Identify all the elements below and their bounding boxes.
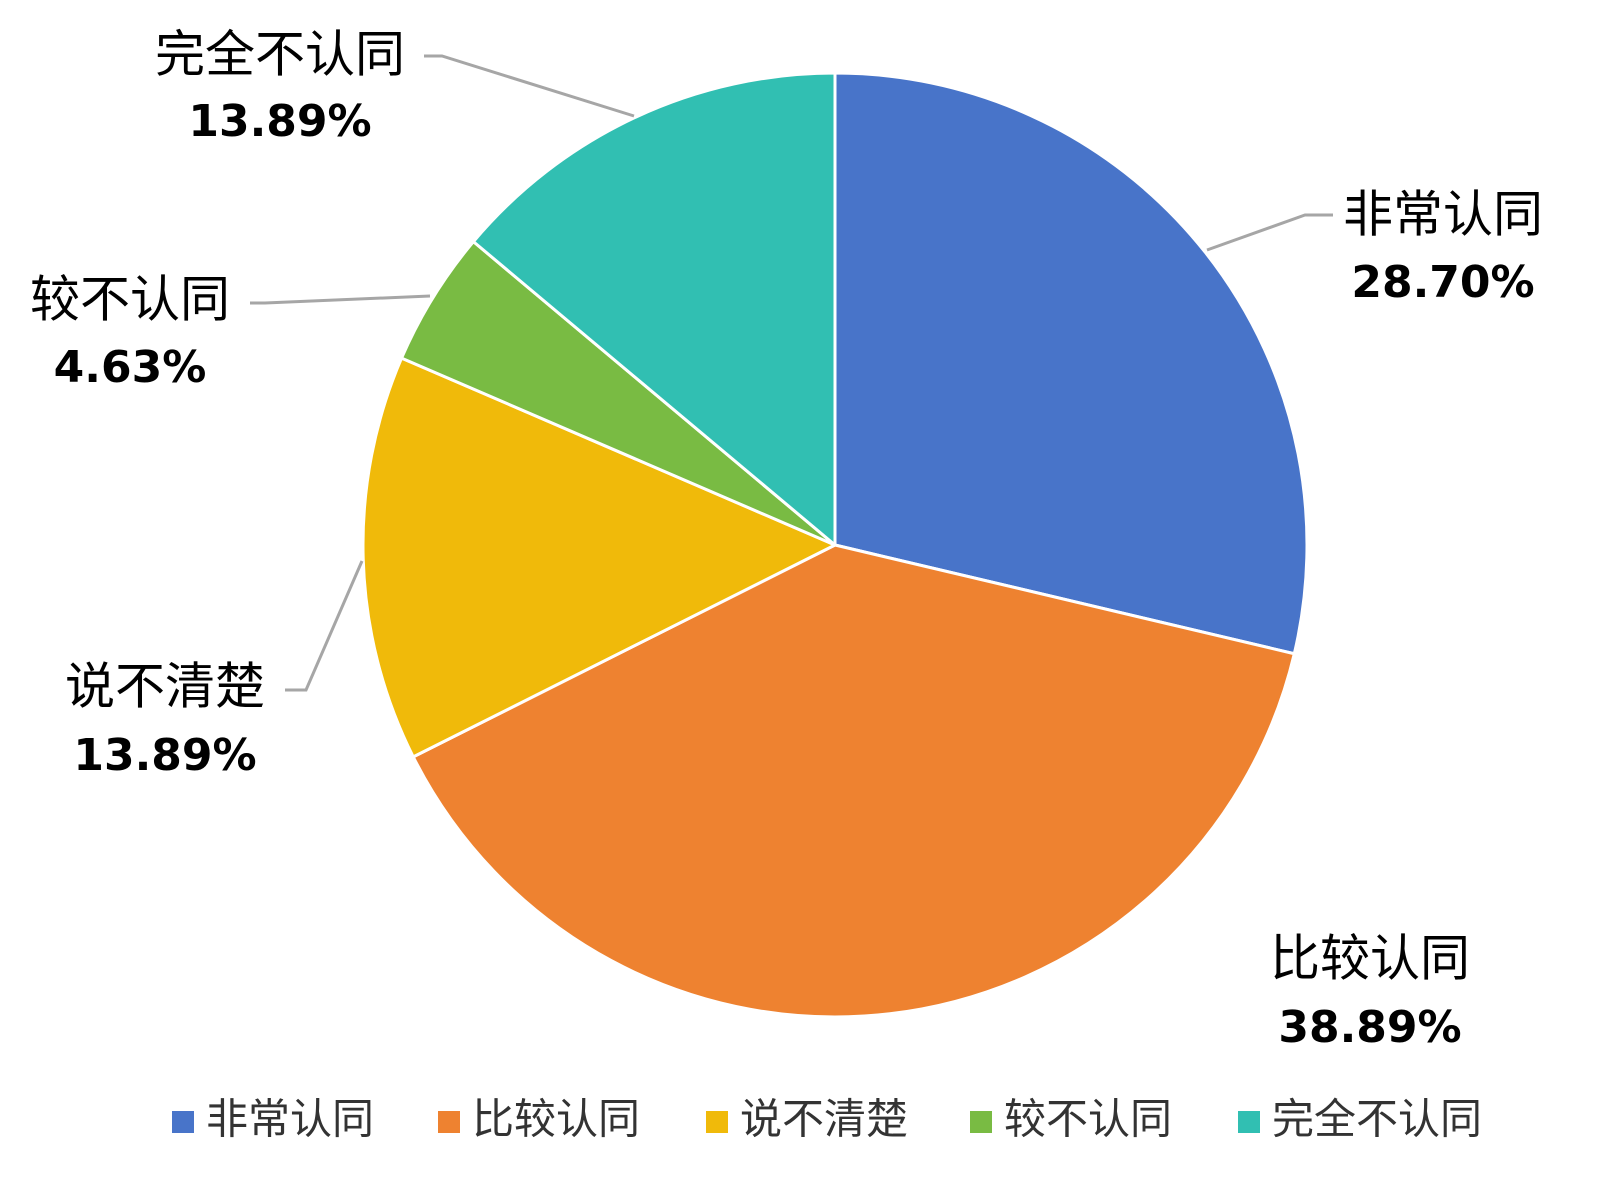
- legend-item: 比较认同: [438, 1095, 640, 1144]
- legend: 非常认同 比较认同 说不清楚 较不认同 完全不认同: [172, 1095, 1482, 1144]
- legend-swatch: [706, 1111, 728, 1133]
- legend-swatch: [970, 1111, 992, 1133]
- legend-label: 较不认同: [1004, 1095, 1172, 1144]
- data-labels: 非常认同 28.70% 比较认同 38.89% 说不清楚 13.89% 较不认同 4.63% 完…: [30, 26, 1543, 1054]
- pie-slice: [361, 356, 837, 759]
- legend-label: 完全不认同: [1272, 1095, 1482, 1144]
- pie-slice: [833, 71, 1309, 656]
- data-label-value: 38.89%: [1278, 1002, 1461, 1053]
- legend-swatch: [1238, 1111, 1260, 1133]
- data-label-value: 13.89%: [73, 730, 256, 781]
- leader-line: [424, 54, 635, 118]
- data-label-category: 非常认同: [1343, 186, 1543, 244]
- data-label-category: 比较认同: [1270, 930, 1470, 988]
- pie-slice: [411, 543, 1296, 1019]
- leader-line: [1206, 213, 1333, 252]
- pie-slice: [471, 71, 837, 547]
- legend-swatch: [438, 1111, 460, 1133]
- pie-slices: [361, 71, 1309, 1019]
- data-label-category: 完全不认同: [155, 26, 405, 84]
- leader-line: [285, 560, 364, 692]
- legend-item: 说不清楚: [706, 1095, 908, 1144]
- legend-item: 较不认同: [970, 1095, 1172, 1144]
- data-label-category: 较不认同: [30, 271, 230, 329]
- legend-swatch: [172, 1111, 194, 1133]
- legend-label: 比较认同: [472, 1095, 640, 1144]
- legend-label: 非常认同: [206, 1095, 374, 1144]
- legend-item: 完全不认同: [1238, 1095, 1482, 1144]
- data-label-value: 13.89%: [188, 96, 371, 147]
- leader-lines: [250, 54, 1333, 692]
- legend-item: 非常认同: [172, 1095, 374, 1144]
- leader-line: [250, 294, 431, 305]
- data-label-category: 说不清楚: [65, 658, 265, 716]
- legend-label: 说不清楚: [740, 1095, 908, 1144]
- data-label-value: 4.63%: [54, 342, 207, 393]
- data-label-value: 28.70%: [1351, 257, 1534, 308]
